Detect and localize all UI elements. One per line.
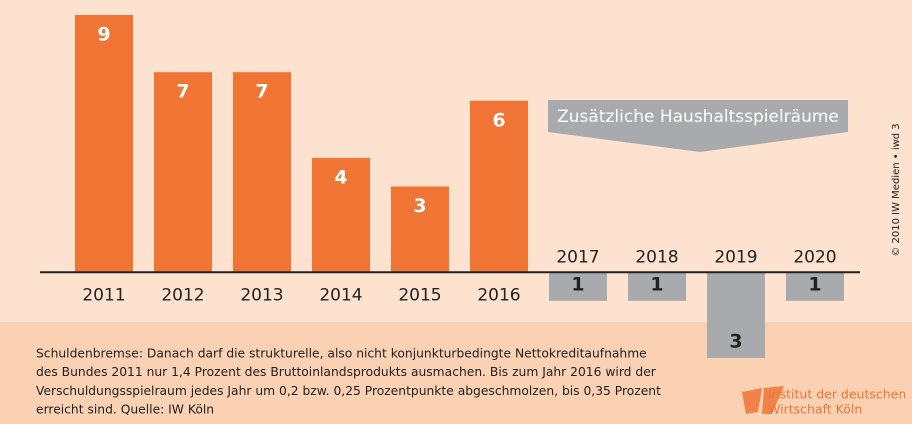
bar [154,72,212,273]
value-label: 9 [97,24,110,46]
x-tick-label: 2012 [161,285,204,305]
annotation: Zusätzliche Haushaltsspielräume [557,107,839,127]
x-tick-label: 2016 [477,285,520,305]
bar [391,186,449,273]
value-label: 3 [413,195,426,217]
x-tick-label: 2019 [714,247,757,267]
bar [470,100,528,273]
logo-text: Wirtschaft Köln [768,402,862,417]
x-tick-label: 2011 [82,285,125,305]
footnote: des Bundes 2011 nur 1,4 Prozent des Brut… [36,365,657,379]
logo-icon [742,386,784,414]
footnote: Schuldenbremse: Danach darf die struktur… [36,347,647,361]
bar [312,157,370,273]
bar [786,272,844,301]
x-tick-label: 2014 [319,285,362,305]
bar [233,72,291,273]
footnote: erreicht sind. Quelle: IW Köln [36,403,214,417]
value-label: 7 [176,81,189,103]
value-label: 6 [492,109,505,131]
value-label: 4 [334,166,347,188]
value-label: 7 [255,81,268,103]
x-tick-label: 2015 [398,285,441,305]
bar [75,15,133,273]
bar [707,272,765,358]
x-tick-label: 2017 [556,247,599,267]
bar [549,272,607,301]
value-label: 1 [650,273,663,295]
credit: © 2010 IW Medien • iwd 3 [891,123,902,256]
value-label: 1 [571,273,584,295]
footnote: Verschuldungsspielraum jedes Jahr um 0,2… [36,384,661,398]
logo-text: Institut der deutschen [768,387,906,402]
x-tick-label: 2020 [793,247,836,267]
value-label: 3 [729,331,742,353]
x-tick-label: 2013 [240,285,283,305]
x-tick-label: 2018 [635,247,678,267]
value-label: 1 [808,273,821,295]
bar [628,272,686,301]
annotation-arrow [548,100,848,152]
